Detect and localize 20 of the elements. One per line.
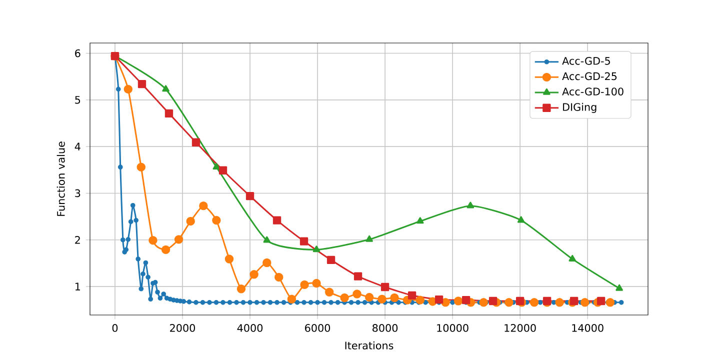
- legend-label: DIGing: [563, 102, 596, 113]
- y-tick-label: 5: [75, 96, 80, 104]
- x-tick-label: 10000: [437, 324, 468, 332]
- x-tick-label: 14000: [572, 324, 604, 332]
- legend-label: Acc-GD-5: [562, 56, 610, 65]
- x-tick-label: 8000: [372, 324, 398, 332]
- y-tick-label: 2: [75, 236, 80, 244]
- y-tick-label: 3: [75, 189, 80, 198]
- x-tick-label: 4000: [237, 324, 263, 332]
- x-tick-label: 2000: [170, 324, 195, 332]
- y-tick-label: 6: [75, 49, 80, 58]
- x-tick-label: 0: [112, 324, 118, 332]
- legend-label: Acc-GD-100: [562, 88, 624, 96]
- x-tick-label: 12000: [504, 324, 536, 332]
- legend-label: Acc-GD-25: [562, 72, 617, 80]
- y-axis-title: Function value: [56, 142, 65, 216]
- x-tick-label: 6000: [305, 324, 330, 332]
- y-tick-label: 4: [74, 142, 80, 150]
- y-tick-label: 1: [76, 282, 80, 290]
- x-axis-title: Iterations: [345, 341, 394, 350]
